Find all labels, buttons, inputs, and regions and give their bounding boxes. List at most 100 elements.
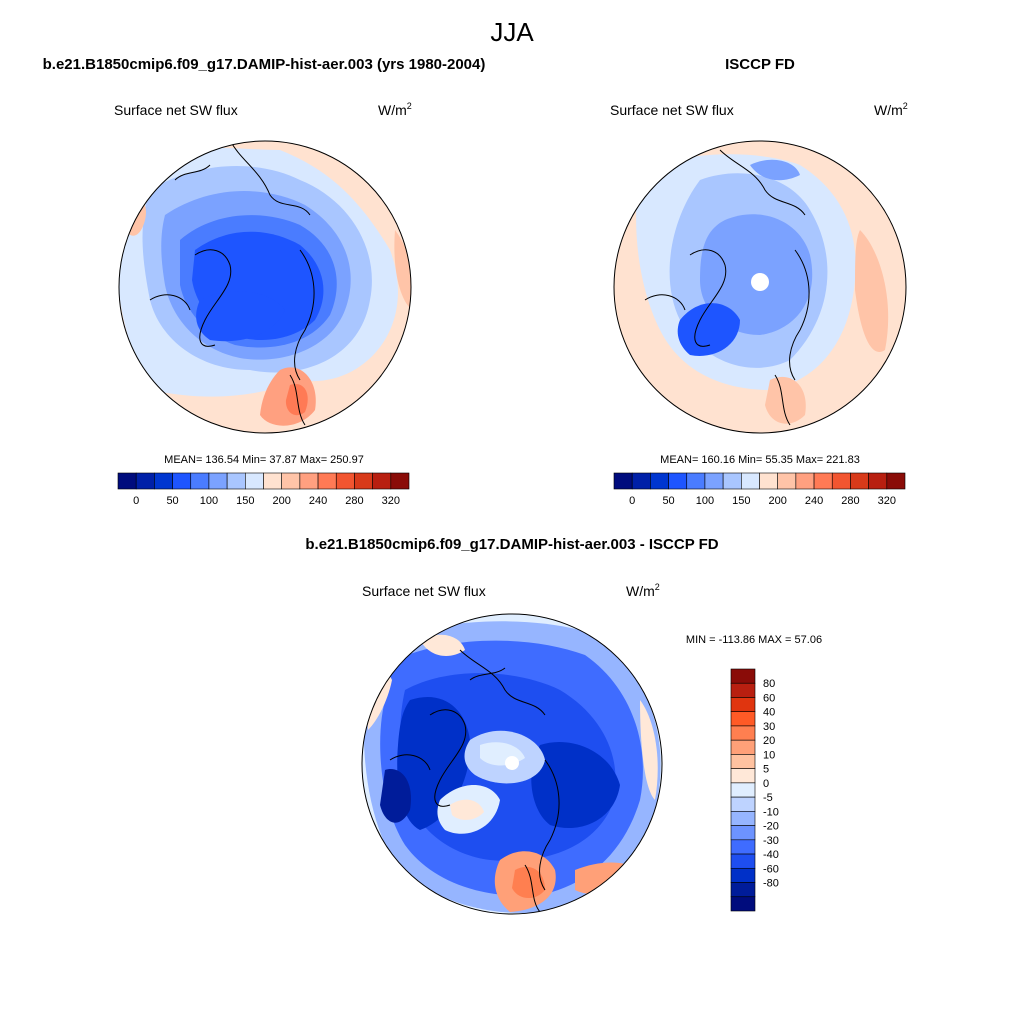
diff-colorbar-tick-label: -60 <box>763 863 779 875</box>
diff-colorbar-tick-label: 10 <box>763 749 775 761</box>
obs-stats: MEAN= 160.16 Min= 55.35 Max= 221.83 <box>660 454 860 466</box>
diff-colorbar-box <box>730 711 756 727</box>
diff-colorbar-tick-label: 40 <box>763 707 775 719</box>
model-stats: MEAN= 136.54 Min= 37.87 Max= 250.97 <box>164 454 364 466</box>
obs-colorbar-tick-label: 240 <box>805 495 823 507</box>
diff-colorbar-box <box>730 839 756 855</box>
obs-colorbar-box <box>741 472 760 490</box>
diff-colorbar-box <box>730 697 756 713</box>
obs-colorbar-box <box>813 472 833 490</box>
obs-colorbar-labels: 0 50 100 150 200 240 280 320 <box>629 495 896 507</box>
model-colorbar-box <box>226 472 246 490</box>
diff-colorbar-box <box>730 796 756 812</box>
model-colorbar-tick-label: 50 <box>166 495 178 507</box>
model-colorbar-box <box>299 472 319 490</box>
obs-colorbar-tick-label: 280 <box>841 495 859 507</box>
diff-map-panel: Surface net SW flux W/m2 <box>361 582 822 915</box>
diff-colorbar <box>730 668 756 912</box>
obs-colorbar-box <box>886 472 906 490</box>
obs-colorbar-box <box>668 472 688 490</box>
model-map-border <box>118 140 412 434</box>
diff-colorbar-tick-label: 5 <box>763 764 769 776</box>
obs-colorbar-tick-label: 50 <box>662 495 674 507</box>
obs-colorbar-tick-label: 100 <box>696 495 714 507</box>
model-colorbar-box <box>354 472 373 490</box>
diff-stats: MIN = -113.86 MAX = 57.06 <box>686 634 822 646</box>
model-colorbar-box <box>263 472 282 490</box>
diff-colorbar-labels: 80 60 40 30 20 10 5 0 -5 -10 -20 -30 -40 -60 -80 <box>763 678 779 889</box>
diff-colorbar-box <box>730 725 756 741</box>
model-colorbar-tick-label: 240 <box>309 495 327 507</box>
model-map-panel: Surface net SW flux W/m2 MEAN= 1 <box>114 101 412 507</box>
diff-colorbar-tick-label: -5 <box>763 792 773 804</box>
model-colorbar-box <box>208 472 228 490</box>
diff-colorbar-box <box>730 682 756 698</box>
diff-colorbar-box <box>730 825 756 841</box>
diff-colorbar-tick-label: 30 <box>763 721 775 733</box>
model-colorbar-tick-label: 200 <box>273 495 291 507</box>
model-colorbar-box <box>135 472 155 490</box>
diff-colorbar-box <box>730 811 756 826</box>
diff-colorbar-box <box>730 739 756 755</box>
model-colorbar-tick-label: 320 <box>382 495 400 507</box>
obs-panel-title: ISCCP FD <box>725 56 795 73</box>
model-colorbar-box <box>117 472 137 490</box>
diff-colorbar-tick-label: -40 <box>763 849 779 861</box>
diff-colorbar-tick-label: 0 <box>763 778 769 790</box>
obs-colorbar-box <box>704 472 724 490</box>
model-colorbar-box <box>190 472 210 490</box>
diff-colorbar-box <box>730 768 756 784</box>
obs-colorbar-tick-label: 200 <box>769 495 787 507</box>
obs-colorbar-box <box>777 472 797 490</box>
diff-colorbar-tick-label: -20 <box>763 821 779 833</box>
model-colorbar-tick-label: 280 <box>345 495 363 507</box>
obs-colorbar-box <box>795 472 815 490</box>
obs-colorbar <box>613 472 906 490</box>
model-colorbar-box <box>245 472 264 490</box>
obs-colorbar-tick-label: 150 <box>732 495 750 507</box>
diff-map-fill <box>362 614 662 914</box>
obs-colorbar-box <box>650 472 669 490</box>
model-colorbar-tick-label: 100 <box>200 495 218 507</box>
model-colorbar-box <box>172 472 192 490</box>
diff-colorbar-box <box>730 882 756 898</box>
obs-map-panel: Surface net SW flux W/m2 MEAN= 160.16 Mi… <box>610 101 908 507</box>
season-title: JJA <box>490 17 534 47</box>
obs-map-border <box>613 140 907 434</box>
obs-colorbar-box <box>631 472 651 490</box>
model-colorbar-box <box>390 472 410 490</box>
obs-colorbar-tick-label: 0 <box>629 495 635 507</box>
diff-colorbar-tick-label: 80 <box>763 678 775 690</box>
model-colorbar-labels: 0 50 100 150 200 240 280 320 <box>133 495 400 507</box>
diff-map-border <box>361 613 663 915</box>
model-colorbar-box <box>154 472 173 490</box>
obs-colorbar-box <box>722 472 742 490</box>
obs-colorbar-box <box>613 472 633 490</box>
diff-colorbar-box <box>730 853 756 869</box>
diff-variable-label: Surface net SW flux <box>362 583 486 599</box>
diff-colorbar-tick-label: 20 <box>763 735 775 747</box>
model-colorbar-box <box>317 472 337 490</box>
model-units-label: W/m2 <box>378 101 412 118</box>
diff-colorbar-tick-label: -10 <box>763 806 779 818</box>
obs-colorbar-tick-label: 320 <box>878 495 896 507</box>
obs-colorbar-box <box>831 472 851 490</box>
diff-colorbar-box <box>730 668 756 684</box>
model-colorbar-tick-label: 150 <box>236 495 254 507</box>
obs-variable-label: Surface net SW flux <box>610 102 734 118</box>
model-colorbar-box <box>281 472 301 490</box>
model-colorbar <box>117 472 410 490</box>
obs-colorbar-box <box>759 472 778 490</box>
model-panel-title: b.e21.B1850cmip6.f09_g17.DAMIP-hist-aer.… <box>43 56 486 73</box>
obs-colorbar-box <box>686 472 706 490</box>
obs-units-label: W/m2 <box>874 101 908 118</box>
model-map-fill <box>119 141 411 433</box>
diff-colorbar-box <box>730 867 756 883</box>
diff-units-label: W/m2 <box>626 582 660 599</box>
diff-colorbar-box <box>730 754 756 769</box>
model-colorbar-box <box>335 472 355 490</box>
diff-panel-title: b.e21.B1850cmip6.f09_g17.DAMIP-hist-aer.… <box>305 536 718 553</box>
model-colorbar-box <box>372 472 392 490</box>
obs-colorbar-box <box>850 472 869 490</box>
